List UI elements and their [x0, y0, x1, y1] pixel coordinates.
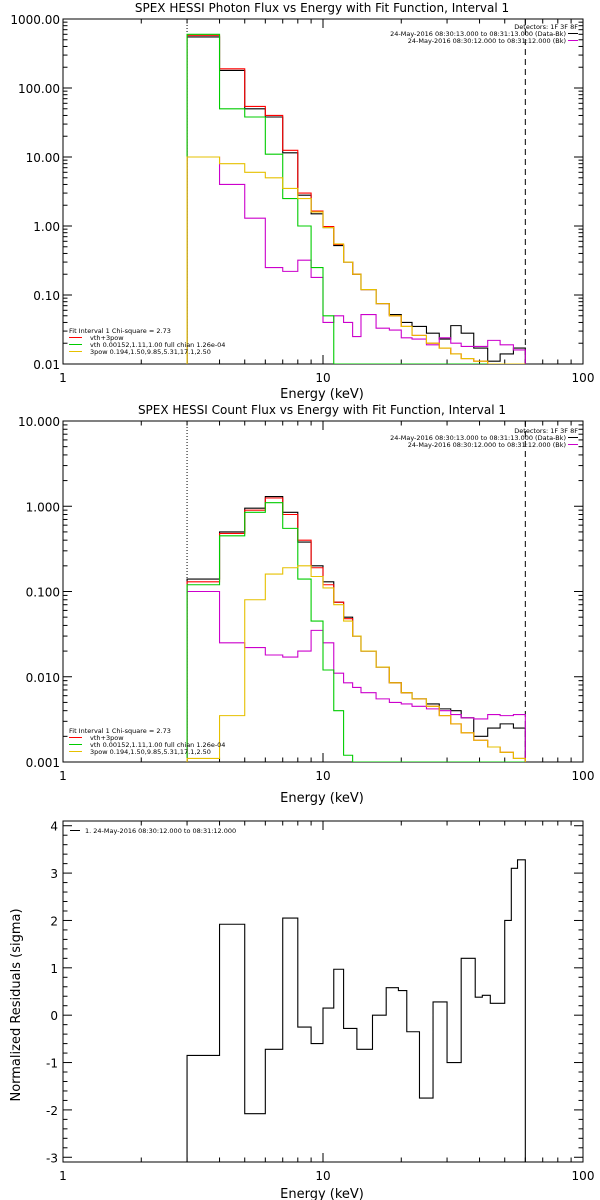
legend-entry-text: 24-May-2016 08:30:13.000 to 08:31:13.000… [390, 434, 566, 442]
y-tick-label: 0.001 [26, 756, 60, 770]
y-tick-label: 10.000 [18, 415, 60, 429]
legend-entry-text: 24-May-2016 08:30:13.000 to 08:31:13.000… [390, 30, 566, 38]
x-tick-label: 10 [315, 371, 330, 385]
y-tick-label: 3 [50, 867, 58, 881]
x-axis-label: Energy (keV) [280, 791, 364, 806]
y-tick-label: 0.10 [33, 289, 60, 303]
y-axis-label: Normalized Residuals (sigma) [9, 908, 24, 1101]
y-tick-label: -1 [46, 1057, 58, 1071]
y-tick-label: 4 [50, 820, 58, 834]
plot-frame [62, 420, 584, 763]
y-tick-label: 1.000 [26, 500, 60, 514]
y-tick-label: 2 [50, 914, 58, 928]
series-line-bk [186, 156, 526, 364]
x-tick-label: 1 [59, 1169, 67, 1183]
series-line-vth [186, 502, 526, 762]
series-line-bk [186, 590, 526, 762]
legend-entry-text: 24-May-2016 08:30:12.000 to 08:31:12.000… [408, 37, 566, 45]
legend-entry-text: Detectors: 1F 3F 8F [514, 23, 578, 31]
y-tick-label: 0.010 [26, 671, 60, 685]
series-line-1-24-may-2016-08-30-12-000-to-08-31-12-000 [186, 859, 526, 1162]
x-tick-label: 100 [572, 769, 595, 783]
x-axis-label: Energy (keV) [280, 387, 364, 402]
legend-entry-text: 3pow 0.194,1.50,9.85,5.31,17.1,2.50 [90, 348, 211, 356]
legend-entry-text: 3pow 0.194,1.50,9.85,5.31,17.1,2.50 [90, 748, 211, 756]
panel-title: SPEX HESSI Photon Flux vs Energy with Fi… [135, 1, 509, 15]
x-tick-label: 1 [59, 371, 67, 385]
y-tick-label: 0 [50, 1009, 58, 1023]
residuals-panel: Energy (keV) Normalized Residuals (sigma… [9, 820, 594, 1200]
series-line-vth [186, 33, 526, 364]
panel-title: SPEX HESSI Count Flux vs Energy with Fit… [138, 403, 506, 417]
y-tick-label: -3 [46, 1151, 58, 1165]
y-tick-label: 0.01 [33, 358, 60, 372]
y-tick-label: 1.00 [33, 220, 60, 234]
series-line-vth-3pow [186, 34, 526, 364]
x-tick-label: 100 [572, 1169, 595, 1183]
y-tick-label: 1000.00 [10, 13, 60, 27]
legend-entry-text: Fit Interval 1 Chi-square = 2.73 [69, 727, 171, 735]
legend-entry-text: vth 0.00152,1.11,1.00 full chian 1.26e-0… [90, 341, 225, 349]
legend-entry-text: vth+3pow [90, 734, 124, 742]
legend-entry-text: Fit Interval 1 Chi-square = 2.73 [69, 327, 171, 335]
photon-flux-panel: SPEX HESSI Photon Flux vs Energy with Fi… [10, 1, 594, 402]
legend-entry-text: vth+3pow [90, 334, 124, 342]
x-tick-label: 1 [59, 769, 67, 783]
legend-entry-text: 24-May-2016 08:30:12.000 to 08:31:12.000… [408, 441, 566, 449]
series-line-data-bk [186, 36, 526, 364]
series-line-3pow [186, 565, 526, 762]
x-tick-label: 10 [315, 1169, 330, 1183]
x-tick-label: 100 [572, 371, 595, 385]
x-axis-label: Energy (keV) [280, 1187, 364, 1200]
x-tick-label: 10 [315, 769, 330, 783]
legend-entry-text: vth 0.00152,1.11,1.00 full chian 1.26e-0… [90, 741, 225, 749]
series-line-3pow [186, 156, 526, 364]
count-flux-panel: SPEX HESSI Count Flux vs Energy with Fit… [18, 403, 594, 806]
y-tick-label: 1 [50, 962, 58, 976]
series-line-vth-3pow [186, 497, 526, 762]
legend-entry-text: Detectors: 1F 3F 8F [514, 427, 578, 435]
y-tick-label: 0.100 [26, 586, 60, 600]
y-tick-label: 10.00 [26, 151, 60, 165]
y-tick-label: -2 [46, 1104, 58, 1118]
y-tick-label: 100.00 [18, 82, 60, 96]
legend-entry-text: 1. 24-May-2016 08:30:12.000 to 08:31:12.… [85, 827, 236, 835]
